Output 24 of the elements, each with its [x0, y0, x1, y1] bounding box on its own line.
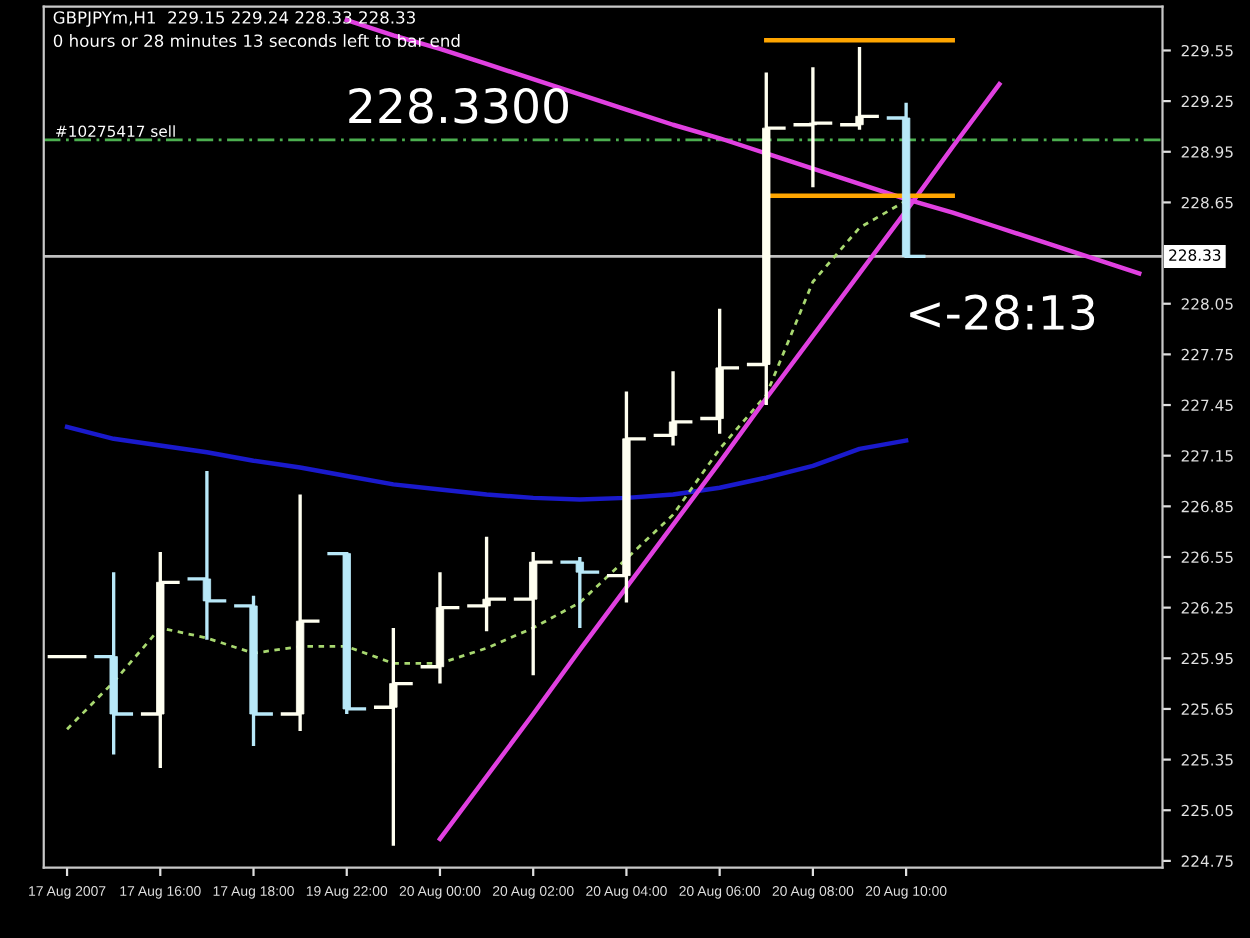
candlestick — [140, 550, 180, 770]
text: 0 hours or 28 minutes 13 seconds left to bar end — [53, 34, 460, 48]
chart-title: GBPJPYm,H1 229.15 229.24 228.33 228.33 — [53, 11, 415, 27]
candlestick — [560, 555, 600, 630]
candlestick — [234, 594, 273, 748]
candlestick — [467, 535, 506, 633]
candlestick — [793, 65, 833, 189]
candlestick — [280, 492, 320, 733]
candlestick — [653, 369, 693, 448]
candlestick — [700, 307, 740, 436]
candlestick — [327, 551, 367, 716]
candlestick — [840, 45, 879, 132]
candlestick — [94, 570, 134, 757]
annotation: 228.3300 — [349, 87, 568, 124]
candlestick — [886, 101, 926, 259]
candlestick — [607, 389, 646, 605]
line-series — [65, 199, 908, 731]
candlestick — [420, 570, 460, 686]
line-series — [64, 424, 909, 502]
candlestick — [513, 550, 553, 677]
candlestick — [373, 626, 413, 848]
annotation: <-28:13 — [910, 294, 1095, 331]
candlestick — [746, 70, 786, 407]
candlestick — [187, 469, 227, 642]
